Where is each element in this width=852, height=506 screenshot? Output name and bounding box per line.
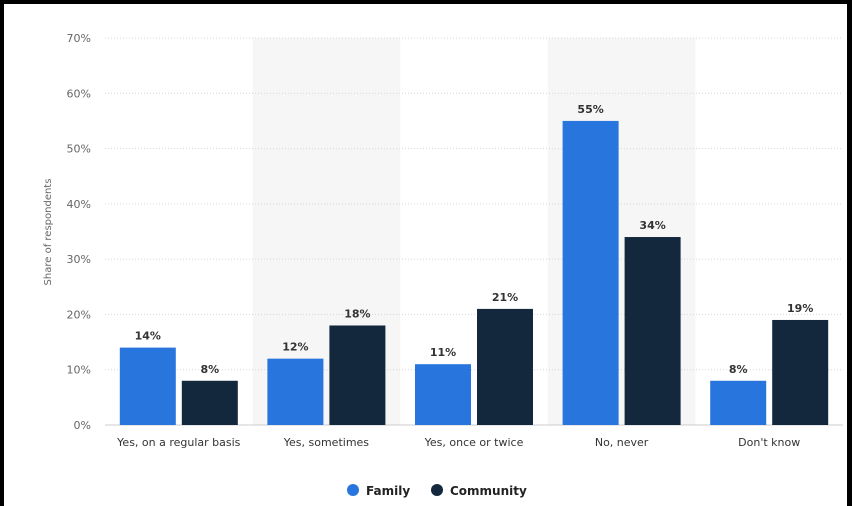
data-label: 14% — [135, 330, 161, 343]
y-tick-label: 40% — [67, 198, 91, 211]
bar-family-0 — [119, 347, 176, 425]
data-label: 34% — [639, 219, 665, 232]
data-label: 18% — [344, 307, 370, 320]
data-label: 12% — [282, 341, 308, 354]
y-tick-label: 60% — [67, 87, 91, 100]
data-label: 8% — [200, 363, 219, 376]
y-tick-label: 50% — [67, 143, 91, 156]
legend: Family Community — [347, 484, 527, 498]
bar-community-3 — [624, 237, 681, 425]
bar-family-3 — [562, 120, 619, 425]
y-axis-ticks: 0% 10% 20% 30% 40% 50% 60% 70% — [67, 32, 91, 432]
data-label: 8% — [729, 363, 748, 376]
y-tick-label: 0% — [74, 419, 91, 432]
bar-family-4 — [710, 380, 767, 425]
bars — [119, 120, 829, 425]
x-tick-label: Yes, on a regular basis — [116, 436, 241, 449]
y-axis-label: Share of respondents — [43, 179, 54, 286]
x-tick-label: Yes, sometimes — [283, 436, 370, 449]
bar-community-4 — [772, 319, 829, 425]
legend-marker-community — [431, 484, 443, 496]
x-tick-label: No, never — [595, 436, 649, 449]
bar-family-2 — [415, 364, 471, 425]
bar-community-2 — [477, 308, 533, 425]
data-label: 21% — [492, 291, 518, 304]
legend-marker-family — [347, 484, 359, 496]
legend-label: Family — [366, 484, 410, 498]
bar-community-1 — [329, 325, 386, 425]
bar-family-1 — [267, 358, 324, 425]
data-labels: 14% 8% 12% 18% 11% 21% 55% 34% 8% 19% — [135, 103, 814, 376]
y-tick-label: 10% — [67, 364, 91, 377]
x-tick-label: Yes, once or twice — [424, 436, 524, 449]
x-axis-ticks: Yes, on a regular basis Yes, sometimes Yes… — [116, 436, 800, 449]
data-label: 55% — [577, 103, 603, 116]
data-label: 19% — [787, 302, 813, 315]
legend-label: Community — [450, 484, 527, 498]
y-tick-label: 70% — [67, 32, 91, 45]
x-tick-label: Don't know — [738, 436, 800, 449]
y-tick-label: 30% — [67, 253, 91, 266]
y-tick-label: 20% — [67, 308, 91, 321]
bar-community-0 — [181, 380, 238, 425]
data-label: 11% — [430, 346, 456, 359]
